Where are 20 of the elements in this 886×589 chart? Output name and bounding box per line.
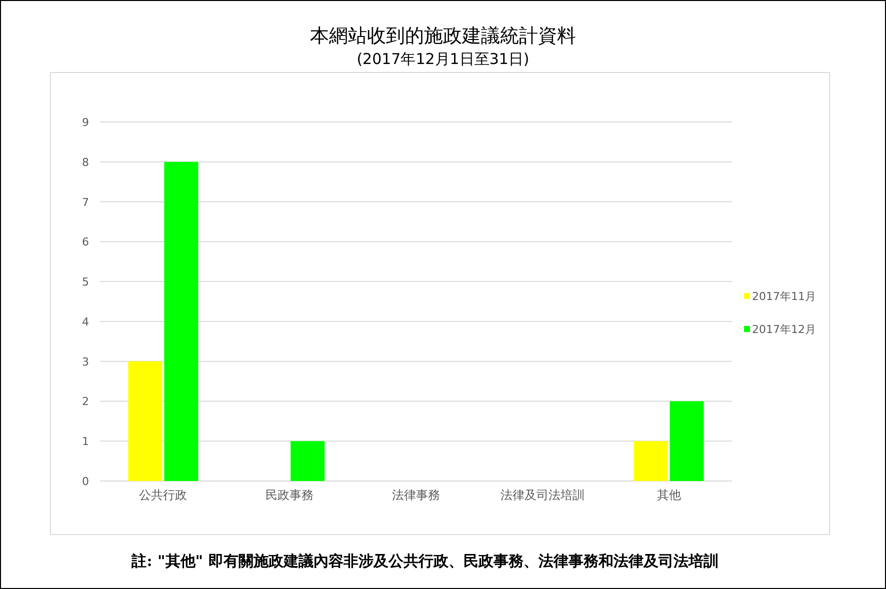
legend-label: 2017年11月 — [752, 290, 816, 303]
y-tick-label: 5 — [82, 276, 89, 289]
y-tick-label: 3 — [82, 355, 89, 368]
y-tick-label: 8 — [82, 156, 89, 169]
y-tick-label: 9 — [82, 116, 89, 129]
x-tick-label: 法律及司法培訓 — [500, 488, 584, 502]
y-tick-label: 2 — [82, 395, 89, 408]
chart-subtitle: (2017年12月1日至31日) — [356, 50, 530, 68]
text: 註: "其他" 即有關施政建議內容非涉及公共行政、民政事務、法律事務和法律及司法培訓 — [130, 552, 718, 570]
y-tick-label: 6 — [82, 236, 89, 249]
y-tick-label: 1 — [82, 435, 89, 448]
x-tick-label: 民政事務 — [266, 488, 314, 502]
y-tick-label: 4 — [82, 315, 89, 328]
y-tick-label: 0 — [82, 475, 89, 488]
x-tick-label: 其他 — [656, 488, 681, 502]
x-tick-label: 法律事務 — [392, 488, 440, 502]
x-tick-label: 公共行政 — [139, 488, 188, 502]
chart-title: 本網站收到的施政建議統計資料 — [310, 25, 576, 47]
y-tick-label: 7 — [82, 196, 89, 209]
legend-label: 2017年12月 — [752, 323, 816, 336]
